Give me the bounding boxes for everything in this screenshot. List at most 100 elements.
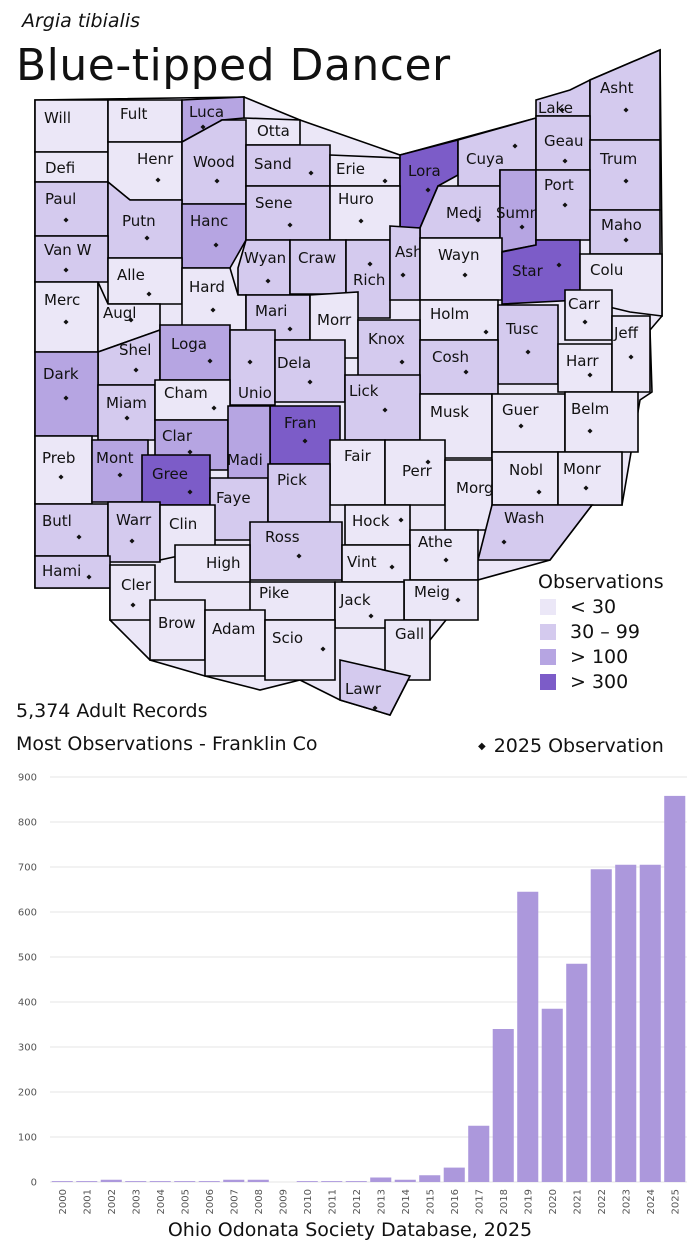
x-tick-label: 2007 xyxy=(229,1189,240,1214)
bar-2014 xyxy=(394,1179,416,1182)
x-tick-label: 2021 xyxy=(572,1189,583,1214)
county-label: Cosh xyxy=(432,348,469,366)
ohio-county-map: Will Fult Luca Otta Lake Asht Defi Henr Wood Sand… xyxy=(34,48,663,716)
county-label: Star xyxy=(512,262,544,280)
county-erie: Erie xyxy=(329,154,401,187)
county-maho: Maho xyxy=(589,209,661,255)
county-dela: Dela xyxy=(274,339,346,403)
county-label: Faye xyxy=(216,489,251,507)
county-label: Geau xyxy=(544,132,584,150)
bar-2016 xyxy=(443,1167,465,1182)
observation-2025-marker xyxy=(144,235,150,241)
county-label: Meig xyxy=(414,583,450,601)
county-label: Lake xyxy=(538,99,573,117)
county-label: Trum xyxy=(599,150,637,168)
county-label: Cuya xyxy=(466,150,504,168)
county-belm: Belm xyxy=(564,391,639,453)
observation-2025-marker xyxy=(302,438,308,444)
county-label: Medi xyxy=(446,204,482,222)
x-tick-label: 2003 xyxy=(131,1189,142,1214)
county-paul: Paul xyxy=(34,181,109,237)
county-label: Madi xyxy=(227,451,263,469)
county-fair: Fair xyxy=(329,439,386,506)
dot-legend: ◆ 2025 Observation xyxy=(478,735,664,757)
bar-2013 xyxy=(370,1177,392,1182)
county-lick: Lick xyxy=(344,374,421,441)
county-label: Athe xyxy=(418,533,453,551)
county-label: Mont xyxy=(96,449,134,467)
county-label: High xyxy=(206,554,240,572)
county-label: Rich xyxy=(353,271,385,289)
county-label: Wash xyxy=(504,509,544,527)
county-label: Guer xyxy=(502,401,539,419)
county-label: Hock xyxy=(352,512,390,530)
county-mari: Mari xyxy=(245,294,311,341)
observation-2025-marker xyxy=(155,177,161,183)
county-defi: Defi xyxy=(34,151,109,183)
y-tick-label: 800 xyxy=(18,818,37,829)
county-label: Musk xyxy=(430,403,469,421)
x-tick-label: 2001 xyxy=(82,1189,93,1214)
county-sand: Sand xyxy=(245,144,331,187)
bar-2011 xyxy=(321,1181,343,1182)
bar-2015 xyxy=(419,1175,441,1182)
county-label: Defi xyxy=(45,159,75,177)
county-label: Pick xyxy=(277,471,307,489)
bar-2001 xyxy=(76,1181,98,1182)
x-tick-label: 2000 xyxy=(58,1189,69,1214)
x-tick-label: 2025 xyxy=(670,1189,681,1214)
county-scio: Scio xyxy=(264,619,336,681)
bar-2003 xyxy=(125,1181,147,1182)
county-label: Holm xyxy=(430,305,469,323)
county-label: Hanc xyxy=(190,212,228,230)
x-tick-label: 2006 xyxy=(205,1189,216,1214)
county-shape xyxy=(357,319,421,379)
observation-2025-marker xyxy=(536,489,542,495)
county-label: Harr xyxy=(566,352,599,370)
county-label: Luca xyxy=(189,103,224,121)
county-label: Tusc xyxy=(505,320,538,338)
bar-2021 xyxy=(566,963,588,1182)
source-credit: Ohio Odonata Society Database, 2025 xyxy=(167,1219,533,1241)
x-tick-label: 2002 xyxy=(107,1189,118,1214)
x-tick-label: 2014 xyxy=(401,1189,412,1214)
county-label: Jack xyxy=(339,591,371,609)
observation-2025-marker xyxy=(518,423,524,429)
dot-legend-label: 2025 Observation xyxy=(493,735,664,757)
observation-2025-marker xyxy=(382,407,388,413)
county-shape xyxy=(384,619,431,681)
bar-2022 xyxy=(590,869,612,1182)
county-adam: Adam xyxy=(204,609,266,677)
observation-2025-marker xyxy=(587,428,593,434)
county-label: Otta xyxy=(257,122,290,140)
county-shape xyxy=(476,504,594,561)
county-jack: Jack xyxy=(334,581,405,629)
record-count: 5,374 Adult Records xyxy=(16,700,208,722)
y-tick-label: 900 xyxy=(18,773,37,784)
legend-label: 30 – 99 xyxy=(570,621,640,643)
county-label: Lick xyxy=(349,382,379,400)
legend-item-30-99: 30 – 99 xyxy=(540,621,640,643)
county-alle: Alle xyxy=(107,257,183,305)
county-pick: Pick xyxy=(267,463,331,523)
county-guer: Guer xyxy=(491,393,566,453)
observation-2025-marker xyxy=(187,449,193,455)
observation-2025-marker xyxy=(382,178,388,184)
county-asht: Asht xyxy=(589,48,661,141)
legend-item-lt30: < 30 xyxy=(540,596,616,618)
county-label: Knox xyxy=(368,330,405,348)
county-label: Van W xyxy=(44,241,92,259)
county-warr: Warr xyxy=(107,501,161,563)
x-tick-label: 2008 xyxy=(254,1189,265,1214)
bar-2018 xyxy=(492,1029,514,1182)
county-shape xyxy=(339,658,412,716)
county-madi: Madi xyxy=(227,405,271,481)
observation-2025-marker xyxy=(463,369,469,375)
county-knox: Knox xyxy=(357,319,421,379)
county-label: Sene xyxy=(255,194,293,212)
x-tick-label: 2017 xyxy=(474,1189,485,1214)
x-tick-label: 2022 xyxy=(597,1189,608,1214)
county-label: Wood xyxy=(193,153,235,171)
county-label: Adam xyxy=(212,620,255,638)
county-preb: Preb xyxy=(34,435,93,505)
